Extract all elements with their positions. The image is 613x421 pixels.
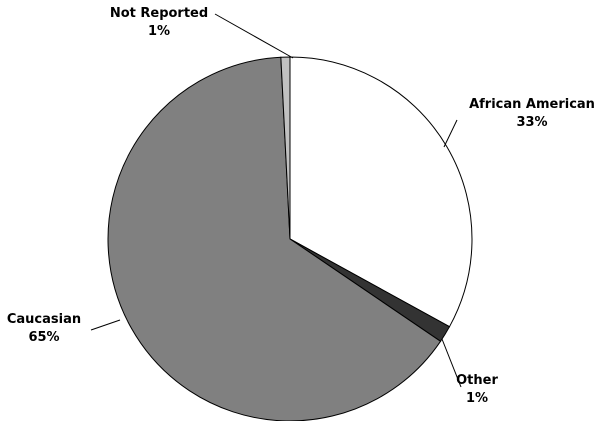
- leader-line-not-reported: [214, 13, 294, 59]
- leader-line-caucasian: [90, 319, 121, 331]
- leader-lines-layer: [90, 13, 462, 388]
- leader-line-african-american: [443, 119, 458, 148]
- slice-label-name: African American: [469, 97, 595, 112]
- slice-label-percent: 1%: [148, 24, 170, 39]
- pie-slice-caucasian: [107, 56, 442, 421]
- slice-label-caucasian: Caucasian 65%: [7, 312, 81, 345]
- pie-slice-african-american: [289, 56, 473, 328]
- slice-label-name: Not Reported: [110, 6, 208, 21]
- slices-layer: [107, 56, 473, 421]
- slice-label-percent: 1%: [466, 391, 488, 406]
- pie-slice-not-reported: [280, 56, 291, 240]
- slice-label-other: Other 1%: [456, 373, 498, 406]
- slice-label-not-reported: Not Reported 1%: [110, 6, 208, 39]
- slice-label-name: Caucasian: [7, 312, 81, 327]
- labels-layer: African American 33% Other 1% Caucasian 65% No…: [7, 6, 595, 406]
- slice-label-name: Other: [456, 373, 498, 388]
- leader-line-other: [441, 338, 462, 388]
- slice-label-percent: 33%: [516, 115, 547, 130]
- slice-label-percent: 65%: [28, 330, 59, 345]
- slice-label-african-american: African American 33%: [469, 97, 595, 130]
